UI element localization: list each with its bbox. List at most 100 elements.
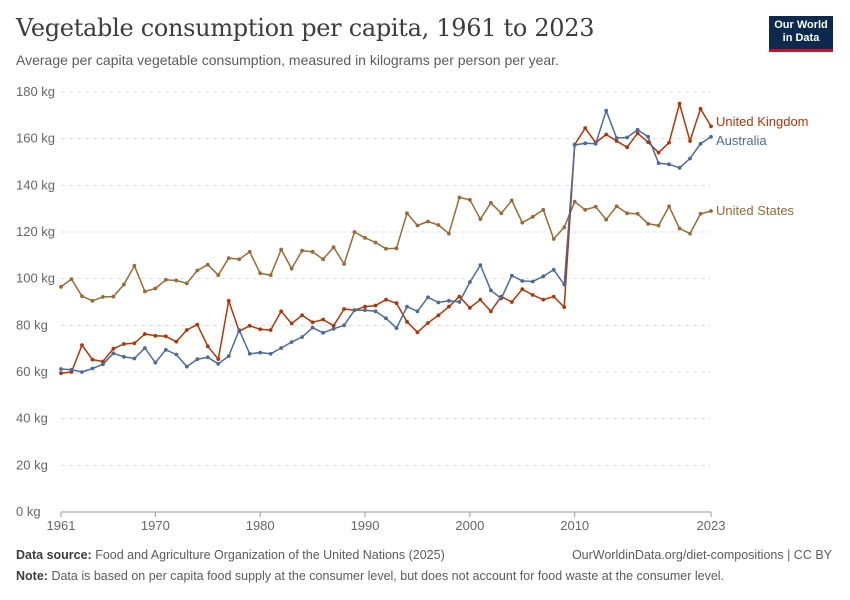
point-united-states-1970 [153, 286, 158, 291]
point-australia-2007 [541, 274, 546, 279]
owid-logo[interactable]: Our World in Data [769, 16, 833, 52]
point-united-kingdom-1980 [258, 327, 263, 332]
point-united-states-2020 [677, 226, 682, 231]
point-australia-1986 [321, 330, 325, 335]
y-tick-label-140: 140 kg [16, 177, 55, 192]
point-united-states-2022 [698, 211, 703, 216]
point-united-states-2013 [604, 217, 609, 222]
point-australia-2003 [499, 296, 504, 301]
note-label: Note: [16, 569, 48, 583]
point-united-kingdom-2021 [688, 139, 692, 143]
point-united-kingdom-1977 [226, 298, 231, 303]
point-united-kingdom-2005 [520, 287, 525, 292]
x-tick-label-1980: 1980 [246, 518, 275, 533]
point-united-states-1980 [258, 271, 263, 276]
point-united-states-1967 [122, 282, 126, 287]
point-united-kingdom-2002 [488, 309, 493, 314]
point-australia-1985 [310, 325, 315, 330]
point-united-kingdom-2000 [467, 305, 472, 310]
point-united-states-1979 [247, 249, 252, 254]
point-united-kingdom-1987 [331, 323, 336, 328]
point-united-states-1962 [69, 277, 74, 282]
point-australia-1988 [342, 323, 346, 328]
point-united-states-1963 [80, 294, 84, 299]
point-australia-1974 [195, 357, 200, 362]
point-australia-1967 [122, 354, 126, 359]
point-united-kingdom-1973 [184, 328, 189, 332]
point-united-kingdom-1994 [405, 319, 409, 324]
point-united-kingdom-2022 [698, 106, 703, 111]
point-united-states-1982 [279, 247, 284, 252]
point-united-kingdom-2023 [709, 124, 713, 129]
point-australia-1982 [279, 346, 284, 350]
point-united-states-1974 [195, 268, 200, 273]
logo-line-2: in Data [782, 32, 820, 44]
point-united-kingdom-1979 [247, 323, 252, 328]
point-united-states-1969 [142, 289, 147, 294]
point-united-states-1997 [436, 223, 441, 227]
point-united-states-2014 [614, 204, 619, 209]
point-united-kingdom-1964 [90, 357, 95, 362]
point-australia-1971 [163, 347, 168, 352]
point-united-states-1973 [184, 281, 189, 286]
point-united-states-2009 [562, 225, 567, 230]
point-united-states-2012 [593, 204, 598, 209]
point-united-kingdom-1993 [394, 301, 399, 306]
point-united-kingdom-1984 [300, 313, 305, 318]
point-united-states-1976 [216, 273, 221, 278]
point-united-states-1965 [101, 294, 105, 299]
point-australia-1989 [352, 308, 357, 313]
point-australia-1996 [426, 295, 430, 300]
series-line-australia [60, 109, 712, 373]
point-united-kingdom-1969 [142, 332, 147, 336]
x-tick-label-1961: 1961 [47, 518, 76, 533]
point-united-states-1988 [342, 262, 346, 266]
point-united-states-1971 [163, 277, 168, 282]
point-united-states-2021 [688, 231, 692, 236]
x-tick-label-2023: 2023 [697, 518, 726, 533]
point-united-kingdom-1995 [415, 330, 420, 335]
point-united-states-1999 [457, 195, 462, 200]
point-united-kingdom-1997 [436, 313, 441, 318]
footnote: Note: Data is based on per capita food s… [16, 569, 724, 583]
point-united-kingdom-2006 [530, 293, 535, 297]
note-text: Data is based on per capita food supply … [51, 569, 725, 583]
point-united-kingdom-2011 [583, 126, 588, 131]
point-australia-1981 [268, 351, 273, 356]
x-tick-label-1990: 1990 [351, 518, 380, 533]
source-link[interactable]: OurWorldinData.org/diet-compositions | C… [571, 548, 832, 562]
point-australia-2000 [467, 280, 472, 285]
point-united-states-1978 [237, 257, 242, 262]
point-united-kingdom-2015 [625, 145, 630, 150]
point-united-states-1977 [226, 256, 231, 261]
y-tick-label-20: 20 kg [16, 457, 48, 472]
point-united-states-2010 [572, 199, 577, 204]
point-australia-1969 [142, 346, 147, 350]
point-united-kingdom-1990 [363, 304, 367, 309]
point-united-states-1983 [289, 266, 294, 271]
point-united-states-1992 [384, 246, 388, 251]
chart-title: Vegetable consumption per capita, 1961 t… [16, 14, 595, 42]
point-united-kingdom-1974 [195, 322, 200, 327]
point-australia-2004 [509, 273, 514, 278]
y-tick-label-80: 80 kg [16, 317, 48, 332]
series-label-united-states: United States [716, 203, 795, 218]
y-tick-label-100: 100 kg [16, 271, 55, 286]
point-united-kingdom-2014 [614, 139, 619, 143]
point-united-kingdom-2007 [541, 297, 546, 302]
point-united-states-1961 [59, 284, 63, 289]
point-united-states-1968 [132, 263, 137, 268]
point-australia-1998 [447, 298, 451, 303]
point-united-kingdom-1963 [80, 343, 84, 348]
point-united-states-2002 [488, 200, 493, 205]
point-united-states-1991 [373, 240, 378, 245]
point-australia-2017 [646, 134, 650, 139]
point-australia-2001 [478, 263, 483, 268]
point-australia-1983 [289, 340, 294, 345]
point-australia-1968 [132, 356, 137, 361]
point-united-kingdom-1970 [153, 333, 158, 338]
point-australia-2023 [709, 134, 713, 139]
point-united-states-1986 [321, 257, 325, 262]
point-australia-2011 [583, 141, 588, 146]
point-australia-2022 [698, 141, 703, 146]
